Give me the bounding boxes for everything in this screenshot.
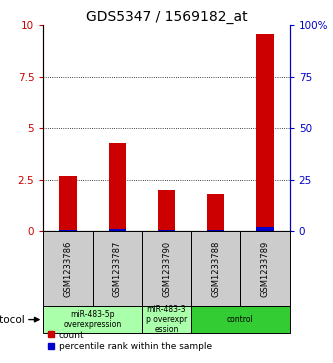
Bar xyxy=(207,230,224,231)
Bar xyxy=(59,230,77,231)
Bar xyxy=(256,227,274,231)
Bar xyxy=(256,34,274,231)
Bar xyxy=(109,143,126,231)
Bar xyxy=(59,176,77,231)
Legend: count, percentile rank within the sample: count, percentile rank within the sample xyxy=(48,331,212,351)
Text: GSM1233790: GSM1233790 xyxy=(162,240,171,297)
Text: GSM1233789: GSM1233789 xyxy=(260,240,270,297)
Text: miR-483-5p
overexpression: miR-483-5p overexpression xyxy=(64,310,122,329)
FancyBboxPatch shape xyxy=(43,306,142,333)
FancyBboxPatch shape xyxy=(240,231,290,306)
FancyBboxPatch shape xyxy=(191,231,240,306)
FancyBboxPatch shape xyxy=(43,231,93,306)
Text: GSM1233788: GSM1233788 xyxy=(211,240,220,297)
Bar xyxy=(158,190,175,231)
Text: miR-483-3
p overexpr
ession: miR-483-3 p overexpr ession xyxy=(146,305,187,334)
Title: GDS5347 / 1569182_at: GDS5347 / 1569182_at xyxy=(86,11,247,24)
FancyBboxPatch shape xyxy=(142,231,191,306)
Bar xyxy=(109,229,126,231)
FancyBboxPatch shape xyxy=(142,306,191,333)
FancyBboxPatch shape xyxy=(93,231,142,306)
Text: protocol: protocol xyxy=(0,315,25,325)
Text: GSM1233786: GSM1233786 xyxy=(63,240,73,297)
Bar xyxy=(158,230,175,231)
FancyBboxPatch shape xyxy=(191,306,290,333)
Text: GSM1233787: GSM1233787 xyxy=(113,240,122,297)
Bar xyxy=(207,194,224,231)
Text: control: control xyxy=(227,315,254,324)
